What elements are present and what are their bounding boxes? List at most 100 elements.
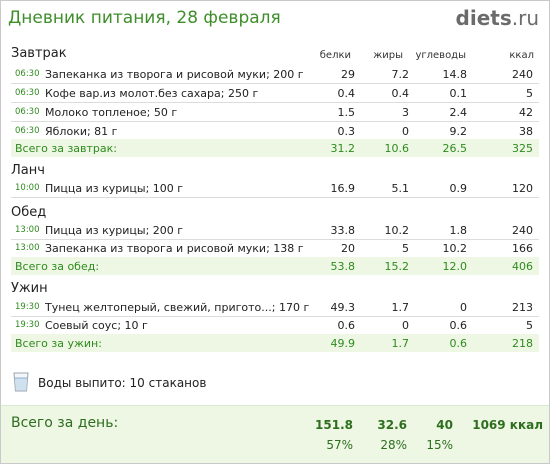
food-kcal: 213 [512,301,533,314]
food-protein: 33.8 [330,224,356,237]
food-fat: 0 [402,125,409,138]
total-protein: 31.2 [330,142,356,155]
food-fat: 0 [402,319,409,332]
total-protein: 53.8 [330,260,356,273]
day-fat-percent: 28% [380,438,407,452]
food-protein: 0.4 [337,87,356,100]
meal-title-supper: Ужин [11,281,48,296]
food-protein: 20 [341,242,355,255]
food-carbs: 0.9 [449,182,468,195]
meal-total-label: Всего за завтрак: [15,142,118,155]
meal-title-lunch: Ланч [11,163,45,178]
food-carbs: 9.2 [449,125,468,138]
food-name: Молоко топленое; 50 г [45,106,178,119]
day-protein: 151.8 [315,418,353,432]
food-time: 19:30 [15,320,40,330]
food-kcal: 240 [512,68,533,81]
day-carbs: 40 [436,418,453,432]
page-title: Дневник питания, 28 февраля [8,8,281,28]
food-kcal: 38 [519,125,533,138]
food-time: 10:00 [15,183,40,193]
total-fat: 1.7 [391,337,410,350]
food-name: Запеканка из творога и рисовой муки; 200… [45,68,304,81]
food-fat: 7.2 [391,68,410,81]
water-summary: Воды выпито: 10 стаканов [11,370,311,394]
day-total: Всего за день: 151.8 32.6 40 1069 ккал 5… [1,405,549,463]
food-carbs: 14.8 [442,68,468,81]
meal-title-breakfast: Завтрак [11,46,67,61]
food-kcal: 5 [526,319,533,332]
total-fat: 15.2 [384,260,410,273]
column-header-kcal: ккал [509,50,534,61]
food-carbs: 2.4 [449,106,468,119]
food-name: Пицца из курицы; 100 г [45,182,184,195]
total-carbs: 0.6 [449,337,468,350]
food-protein: 1.5 [337,106,356,119]
meal-total-label: Всего за ужин: [15,337,102,350]
food-row[interactable]: 06:30 Кофе вар.из молот.без сахара; 250 … [11,84,539,103]
food-row[interactable]: 19:30 Тунец желтоперый, свежий, пригото.… [11,298,539,317]
water-text: Воды выпито: 10 стаканов [38,376,207,390]
food-protein: 0.3 [337,125,356,138]
food-name: Соевый соус; 10 г [45,319,148,332]
food-row[interactable]: 06:30 Молоко топленое; 50 г 1.5 3 2.4 42 [11,103,539,122]
meal-total-row: Всего за ужин: 49.9 1.7 0.6 218 [11,334,539,352]
meal-title-dinner: Обед [11,205,47,220]
food-fat: 0.4 [391,87,410,100]
meal-total-row: Всего за обед: 53.8 15.2 12.0 406 [11,257,539,275]
food-carbs: 0 [460,301,467,314]
food-fat: 5 [402,242,409,255]
total-fat: 10.6 [384,142,410,155]
total-carbs: 26.5 [442,142,468,155]
food-carbs: 0.1 [449,87,468,100]
food-time: 13:00 [15,225,40,235]
food-name: Запеканка из творога и рисовой муки; 138… [45,242,304,255]
total-kcal: 406 [512,260,533,273]
day-protein-percent: 57% [326,438,353,452]
column-header-carbs: углеводы [415,50,466,61]
food-fat: 10.2 [384,224,410,237]
food-row[interactable]: 13:00 Пицца из курицы; 200 г 33.8 10.2 1… [11,221,539,240]
food-row[interactable]: 06:30 Запеканка из творога и рисовой мук… [11,65,539,84]
food-carbs: 0.6 [449,319,468,332]
food-name: Кофе вар.из молот.без сахара; 250 г [45,87,259,100]
food-kcal: 166 [512,242,533,255]
food-fat: 5.1 [391,182,410,195]
brand-tld: ru [518,6,539,30]
food-kcal: 42 [519,106,533,119]
day-fat: 32.6 [377,418,407,432]
header: Дневник питания, 28 февраля diets.ru [1,1,549,35]
food-fat: 3 [402,106,409,119]
total-protein: 49.9 [330,337,356,350]
total-kcal: 325 [512,142,533,155]
food-carbs: 1.8 [449,224,468,237]
food-time: 19:30 [15,302,40,312]
food-protein: 0.6 [337,319,356,332]
food-protein: 49.3 [330,301,356,314]
brand-name: diets [455,6,512,30]
food-name: Яблоки; 81 г [45,125,118,138]
food-name: Пицца из курицы; 200 г [45,224,184,237]
food-time: 06:30 [15,126,40,136]
meal-total-label: Всего за обед: [15,260,100,273]
food-carbs: 10.2 [442,242,468,255]
food-time: 06:30 [15,107,40,117]
food-row[interactable]: 10:00 Пицца из курицы; 100 г 16.9 5.1 0.… [11,179,539,198]
food-kcal: 120 [512,182,533,195]
food-row[interactable]: 19:30 Соевый соус; 10 г 0.6 0 0.6 5 [11,316,539,335]
column-header-fat: жиры [373,50,403,61]
total-kcal: 218 [512,337,533,350]
food-fat: 1.7 [391,301,410,314]
food-protein: 29 [341,68,355,81]
water-glass-icon [13,372,29,392]
meal-total-row: Всего за завтрак: 31.2 10.6 26.5 325 [11,139,539,157]
total-carbs: 12.0 [442,260,468,273]
food-time: 06:30 [15,69,40,79]
brand-dot: . [511,6,519,30]
food-kcal: 240 [512,224,533,237]
day-carbs-percent: 15% [426,438,453,452]
food-time: 06:30 [15,88,40,98]
brand-logo[interactable]: diets.ru [456,6,539,30]
food-row[interactable]: 13:00 Запеканка из творога и рисовой мук… [11,239,539,258]
